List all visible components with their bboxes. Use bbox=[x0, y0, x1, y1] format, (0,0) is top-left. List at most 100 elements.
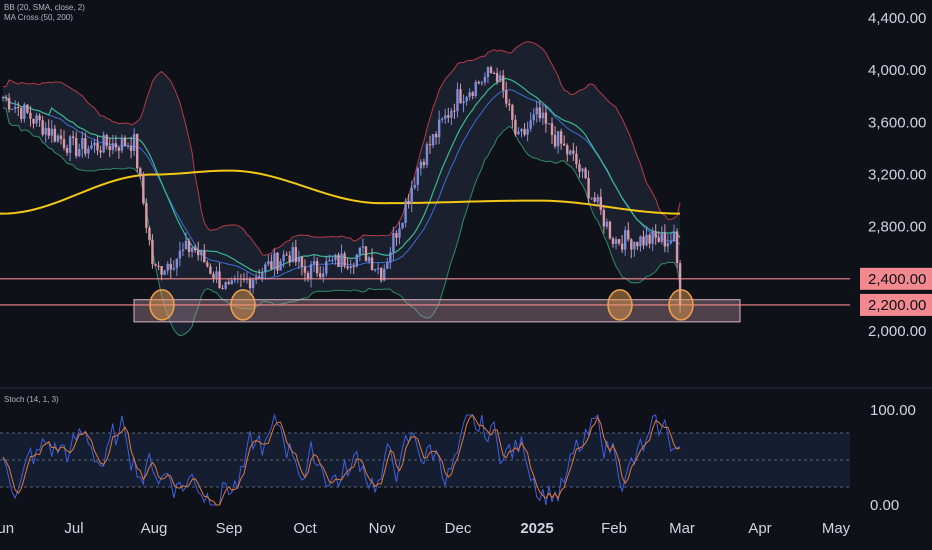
candle-body bbox=[87, 148, 90, 154]
candle-body bbox=[605, 221, 609, 227]
y-axis-tick-label: 2,800.00 bbox=[868, 219, 926, 236]
candle-body bbox=[303, 266, 307, 273]
candle-body bbox=[383, 268, 386, 281]
x-axis-tick-label: 2025 bbox=[520, 520, 553, 537]
y-axis-tick-label: 4,400.00 bbox=[868, 10, 926, 27]
candle-body bbox=[593, 197, 596, 202]
candle-body bbox=[508, 103, 511, 106]
candle-body bbox=[544, 112, 548, 124]
stoch-d-line bbox=[2, 414, 681, 506]
x-axis-tick-label: Feb bbox=[601, 520, 627, 537]
ma-cross-indicator-label[interactable]: MA Cross (50, 200) bbox=[4, 13, 73, 22]
candle-body bbox=[505, 90, 508, 104]
candle-body bbox=[614, 239, 618, 244]
candle-body bbox=[230, 280, 233, 285]
candle-body bbox=[468, 92, 471, 97]
candle-body bbox=[90, 145, 93, 149]
candle-body bbox=[343, 253, 346, 267]
candle-body bbox=[581, 168, 584, 172]
candle-body bbox=[547, 123, 551, 125]
bollinger-lower-line bbox=[2, 107, 681, 337]
candle-body bbox=[578, 164, 581, 172]
x-axis-tick-label: Apr bbox=[748, 520, 771, 537]
x-axis-tick-label: Jun bbox=[0, 520, 14, 537]
candle-body bbox=[105, 135, 108, 146]
candle-body bbox=[102, 135, 105, 153]
candle-body bbox=[99, 150, 102, 153]
candle-body bbox=[517, 131, 520, 135]
candle-body bbox=[456, 89, 459, 112]
candle-body bbox=[474, 81, 477, 96]
candle-body bbox=[599, 196, 602, 210]
candle-body bbox=[401, 222, 404, 229]
touch-circle bbox=[607, 289, 633, 321]
candle-body bbox=[596, 196, 599, 202]
candle-body bbox=[59, 135, 63, 140]
candle-body bbox=[166, 263, 169, 271]
candle-body bbox=[645, 234, 648, 246]
candle-body bbox=[450, 110, 453, 118]
candle-body bbox=[20, 107, 23, 120]
candle-body bbox=[221, 287, 224, 289]
candle-body bbox=[65, 147, 69, 153]
candle-body bbox=[355, 254, 358, 267]
candle-body bbox=[434, 134, 438, 138]
candle-body bbox=[291, 247, 294, 263]
candle-body bbox=[465, 96, 468, 102]
candle-body bbox=[526, 128, 529, 135]
candle-body bbox=[1, 97, 5, 99]
candle-body bbox=[120, 137, 124, 151]
candle-body bbox=[264, 264, 267, 273]
candle-body bbox=[56, 135, 60, 142]
candle-body bbox=[71, 136, 75, 138]
stoch-indicator-label[interactable]: Stoch (14, 1, 3) bbox=[4, 395, 59, 404]
candle-body bbox=[657, 237, 660, 242]
stoch-y-tick-label: 100.00 bbox=[870, 402, 916, 419]
candle-body bbox=[511, 105, 514, 120]
candle-body bbox=[123, 137, 127, 146]
candle-body bbox=[47, 127, 50, 136]
candle-body bbox=[459, 89, 462, 104]
candle-body bbox=[7, 97, 11, 110]
support-zone bbox=[133, 299, 741, 323]
main-pane bbox=[0, 41, 850, 337]
candle-body bbox=[462, 101, 465, 104]
touch-circle bbox=[668, 289, 694, 321]
candle-body bbox=[471, 92, 474, 96]
candle-body bbox=[187, 240, 191, 252]
candle-body bbox=[163, 270, 166, 275]
candle-body bbox=[410, 187, 413, 204]
candle-body bbox=[14, 106, 17, 109]
candle-body bbox=[453, 110, 456, 112]
candle-body bbox=[651, 231, 654, 244]
bb-indicator-label[interactable]: BB (20, SMA, close, 2) bbox=[4, 3, 85, 12]
candle-body bbox=[541, 112, 545, 119]
candle-body bbox=[227, 282, 230, 285]
candle-body bbox=[78, 149, 81, 157]
candle-body bbox=[514, 119, 517, 135]
candle-body bbox=[251, 279, 255, 289]
candle-body bbox=[157, 265, 160, 267]
candle-body bbox=[273, 252, 276, 270]
candle-body bbox=[620, 243, 624, 250]
candle-body bbox=[520, 129, 523, 132]
candle-body bbox=[331, 260, 334, 262]
candle-body bbox=[108, 145, 111, 151]
stochastic-pane bbox=[0, 413, 850, 506]
touch-circle bbox=[230, 289, 256, 321]
candle-body bbox=[538, 107, 541, 119]
candle-body bbox=[364, 246, 368, 262]
candle-body bbox=[431, 134, 435, 146]
x-axis-tick-label: Sep bbox=[216, 520, 243, 537]
candle-body bbox=[175, 258, 179, 269]
candle-body bbox=[642, 236, 645, 246]
candle-body bbox=[398, 228, 401, 238]
candle-body bbox=[419, 161, 423, 169]
candle-body bbox=[53, 128, 57, 142]
candle-body bbox=[160, 266, 163, 275]
candle-body bbox=[10, 108, 14, 110]
candle-body bbox=[392, 232, 395, 253]
price-tag-label: 2,400.00 bbox=[868, 271, 926, 288]
candle-body bbox=[428, 144, 432, 146]
